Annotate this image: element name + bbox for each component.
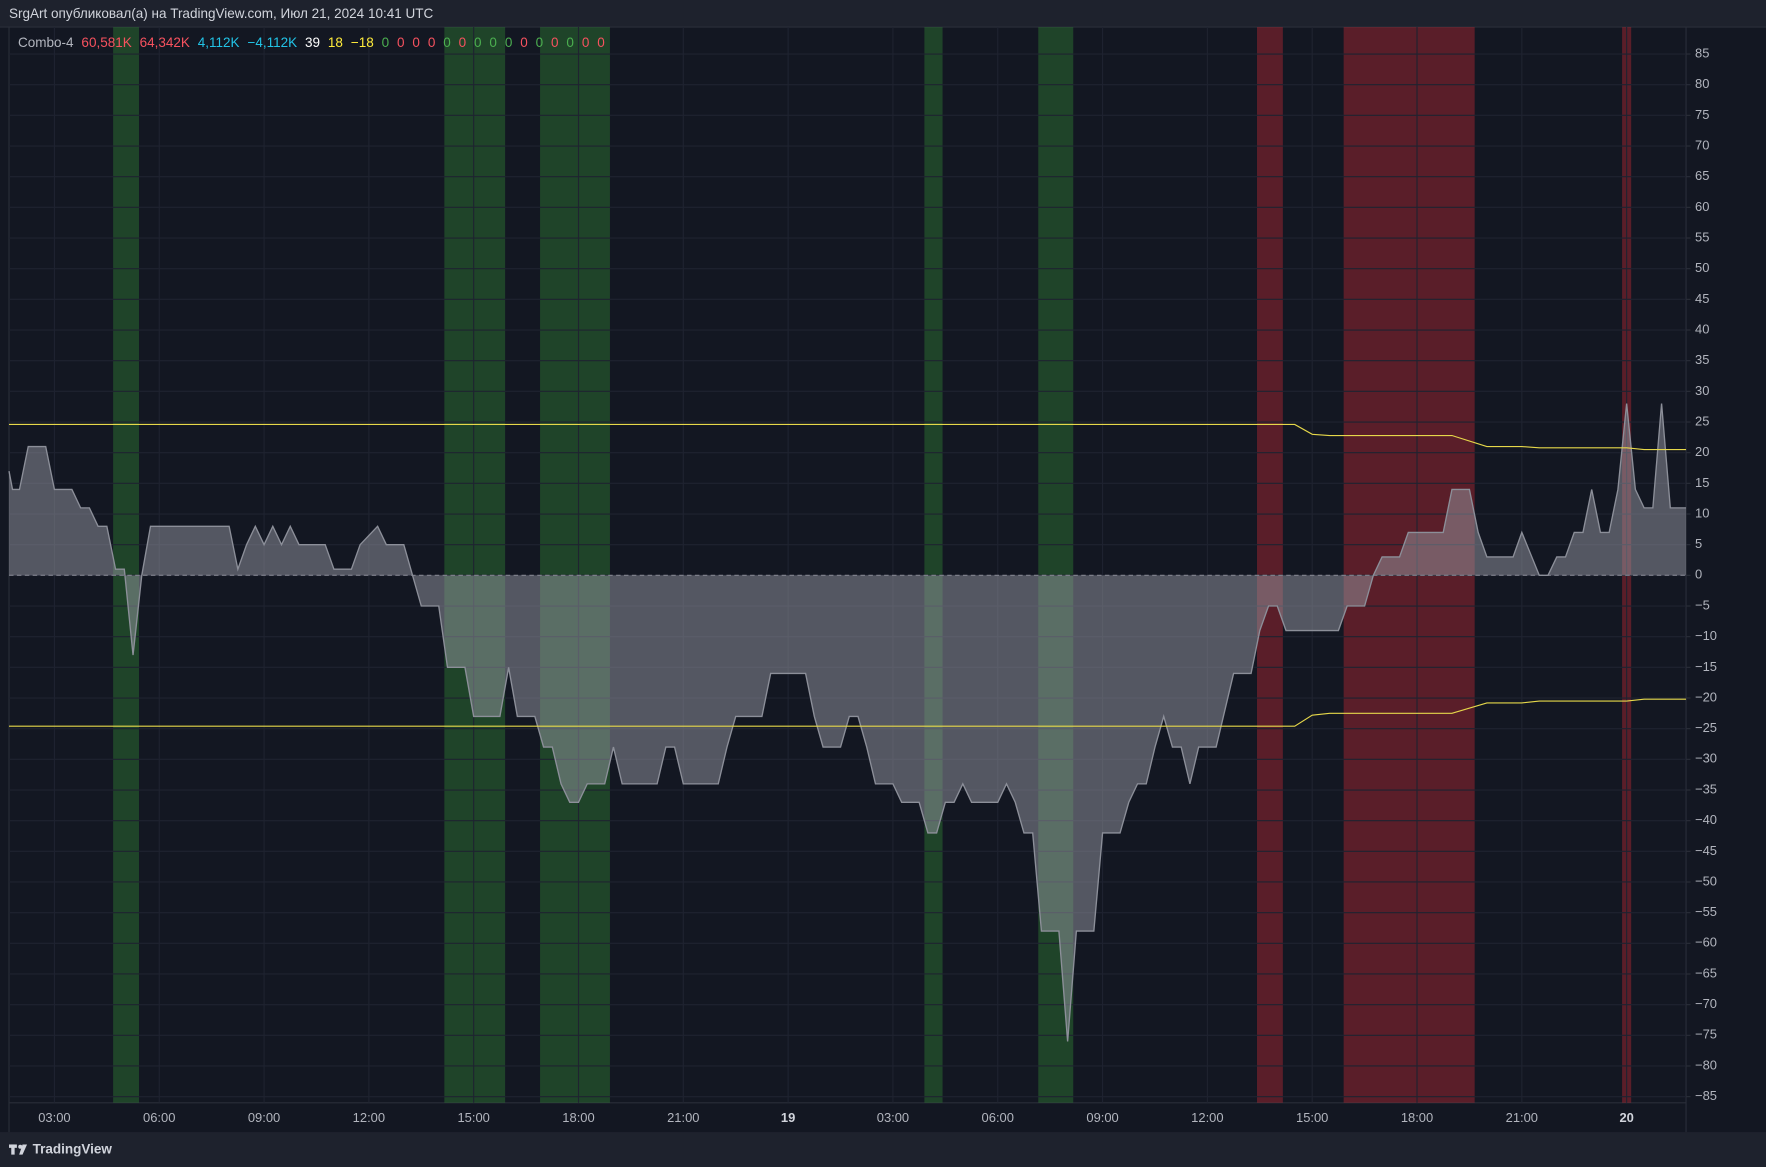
y-tick-label: −75 [1695, 1027, 1717, 1042]
y-tick-label: 30 [1695, 383, 1709, 398]
header-title: SrgArt опубликовал(а) на TradingView.com… [9, 6, 433, 21]
area-line [8, 403, 1687, 1042]
legend-value: 0 [412, 34, 420, 49]
x-tick-label: 06:00 [982, 1110, 1014, 1125]
legend-value: 0 [505, 34, 513, 49]
legend-value: 60,581K [81, 34, 131, 49]
legend-name: Combo-4 [18, 34, 74, 49]
y-tick-label: 5 [1695, 536, 1702, 551]
legend-value: 0 [566, 34, 574, 49]
y-tick-label: −60 [1695, 935, 1717, 950]
y-tick-label: −20 [1695, 689, 1717, 704]
legend-value: 0 [397, 34, 405, 49]
y-tick-label: 35 [1695, 352, 1709, 367]
y-tick-label: 15 [1695, 475, 1709, 490]
y-tick-label: 45 [1695, 291, 1709, 306]
y-tick-label: −10 [1695, 628, 1717, 643]
footer-bar [0, 1132, 1766, 1167]
x-tick-label: 21:00 [1506, 1110, 1538, 1125]
y-tick-label: −55 [1695, 904, 1717, 919]
x-tick-label: 12:00 [1191, 1110, 1223, 1125]
y-tick-label: 20 [1695, 444, 1709, 459]
y-tick-label: 55 [1695, 229, 1709, 244]
shaded-range [924, 27, 943, 1103]
y-tick-label: 70 [1695, 137, 1709, 152]
x-tick-label: 09:00 [248, 1110, 280, 1125]
legend-value: 0 [428, 34, 436, 49]
y-tick-label: −35 [1695, 781, 1717, 796]
legend-value: 0 [520, 34, 528, 49]
y-tick-label: 10 [1695, 505, 1709, 520]
shaded-range [444, 27, 506, 1103]
x-tick-label: 21:00 [667, 1110, 699, 1125]
y-tick-label: −40 [1695, 812, 1717, 827]
legend-value: 0 [489, 34, 497, 49]
legend-value: 0 [597, 34, 605, 49]
x-tick-label: 18:00 [1401, 1110, 1433, 1125]
y-tick-label: −15 [1695, 659, 1717, 674]
legend-value: 0 [474, 34, 482, 49]
legend: Combo-4 60,581K 64,342K 4,112K −4,112K 39 18 −1… [18, 34, 605, 49]
y-tick-label: −85 [1695, 1088, 1717, 1103]
legend-value: 0 [582, 34, 590, 49]
legend-value: 18 [328, 34, 343, 49]
x-tick-label: 12:00 [353, 1110, 385, 1125]
band-line [9, 698, 1687, 727]
y-tick-label: −45 [1695, 843, 1717, 858]
y-tick-label: −5 [1695, 597, 1710, 612]
y-tick-label: −50 [1695, 873, 1717, 888]
x-tick-label: 18:00 [562, 1110, 594, 1125]
x-tick-label: 20 [1619, 1110, 1633, 1125]
y-tick-label: −65 [1695, 965, 1717, 980]
legend-value: 0 [551, 34, 559, 49]
x-tick-label: 09:00 [1086, 1110, 1118, 1125]
footer-brand: TradingView [33, 1142, 113, 1157]
x-tick-label: 19 [781, 1110, 795, 1125]
y-tick-label: −70 [1695, 996, 1717, 1011]
x-tick-label: 03:00 [877, 1110, 909, 1125]
y-tick-label: −30 [1695, 751, 1717, 766]
brand-logo [9, 1144, 28, 1155]
legend-value: 0 [459, 34, 467, 49]
y-tick-label: 65 [1695, 168, 1709, 183]
y-tick-label: 25 [1695, 413, 1709, 428]
x-tick-label: 06:00 [143, 1110, 175, 1125]
y-tick-label: −25 [1695, 720, 1717, 735]
x-tick-label: 15:00 [1296, 1110, 1328, 1125]
x-tick-label: 03:00 [38, 1110, 70, 1125]
y-tick-label: 80 [1695, 76, 1709, 91]
y-tick-label: 85 [1695, 45, 1709, 60]
y-tick-label: 75 [1695, 107, 1709, 122]
shaded-range [540, 27, 610, 1103]
legend-value: −18 [351, 34, 374, 49]
legend-value: 4,112K [198, 34, 240, 49]
y-tick-label: 40 [1695, 321, 1709, 336]
legend-value: 0 [536, 34, 544, 49]
header-bar [0, 0, 1766, 28]
x-tick-label: 15:00 [457, 1110, 489, 1125]
band-line [9, 423, 1687, 451]
y-tick-label: −80 [1695, 1057, 1717, 1072]
legend-value: −4,112K [247, 34, 297, 49]
legend-value: 39 [305, 34, 320, 49]
y-tick-label: 50 [1695, 260, 1709, 275]
y-tick-label: 60 [1695, 199, 1709, 214]
y-tick-label: 0 [1695, 567, 1702, 582]
legend-value: 0 [443, 34, 451, 49]
shaded-range [113, 27, 139, 1103]
legend-value: 64,342K [140, 34, 190, 49]
legend-value: 0 [382, 34, 390, 49]
shaded-range [1256, 27, 1283, 1103]
plot: 8580757065605550454035302520151050−5−10−… [8, 27, 1717, 1125]
